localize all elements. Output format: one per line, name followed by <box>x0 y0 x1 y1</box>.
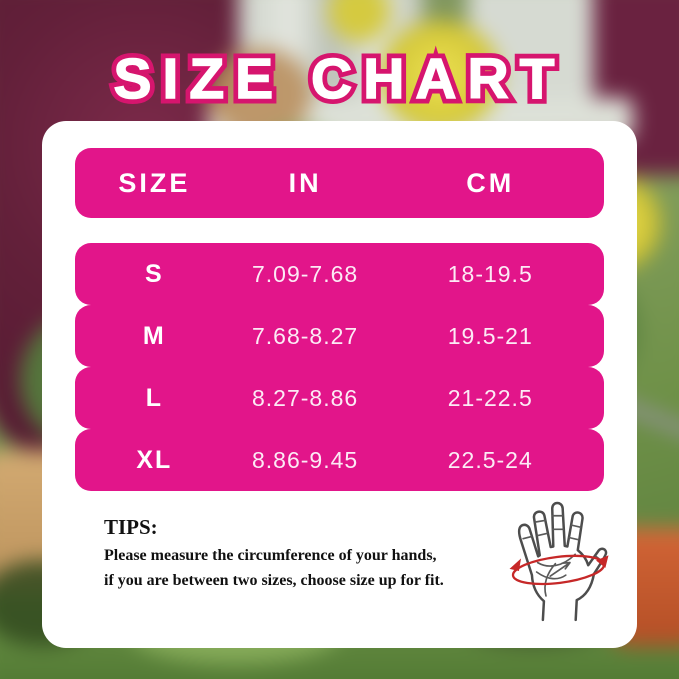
hand-measure-icon <box>496 497 621 622</box>
table-row-m: M 7.68-8.27 19.5-21 <box>75 305 604 367</box>
title-outline-layer: SIZE CHART <box>108 42 566 117</box>
inches-value: 8.86-9.45 <box>252 446 359 473</box>
tips-line-1: Please measure the circumference of your… <box>104 547 437 564</box>
size-label: S <box>145 259 164 288</box>
table-header-row: SIZE IN CM <box>75 148 604 218</box>
inches-value: 8.27-8.86 <box>252 384 359 411</box>
size-label: M <box>142 321 166 350</box>
size-chart-card: SIZE IN CM S 7.09-7.68 18-19.5 M 7.68-8.… <box>42 121 637 648</box>
tips-text-block: TIPS: Please measure the circumference o… <box>104 515 492 594</box>
column-header-size: SIZE <box>118 167 191 198</box>
page-title: SIZE CHART SIZE CHART <box>0 42 679 129</box>
tips-line-2: if you are between two sizes, choose siz… <box>104 571 444 589</box>
cm-value: 19.5-21 <box>447 322 533 349</box>
blurred-yellow-flowers <box>380 20 500 132</box>
title-text: SIZE CHART <box>113 47 566 113</box>
inches-value: 7.68-8.27 <box>252 322 359 349</box>
size-table-body: S 7.09-7.68 18-19.5 M 7.68-8.27 19.5-21 … <box>75 243 604 491</box>
tips-heading: TIPS: <box>104 515 158 539</box>
size-label: XL <box>136 445 173 474</box>
table-row-xl: XL 8.86-9.45 22.5-24 <box>75 429 604 491</box>
size-label: L <box>145 383 163 412</box>
column-header-cm: CM <box>466 167 515 198</box>
table-row-l: L 8.27-8.86 21-22.5 <box>75 367 604 429</box>
cm-value: 18-19.5 <box>447 260 533 287</box>
cm-value: 22.5-24 <box>447 446 533 473</box>
tips-section: TIPS: Please measure the circumference o… <box>104 501 621 622</box>
inches-value: 7.09-7.68 <box>252 260 359 287</box>
table-row-s: S 7.09-7.68 18-19.5 <box>75 243 604 305</box>
column-header-in: IN <box>288 167 322 198</box>
cm-value: 21-22.5 <box>447 384 533 411</box>
